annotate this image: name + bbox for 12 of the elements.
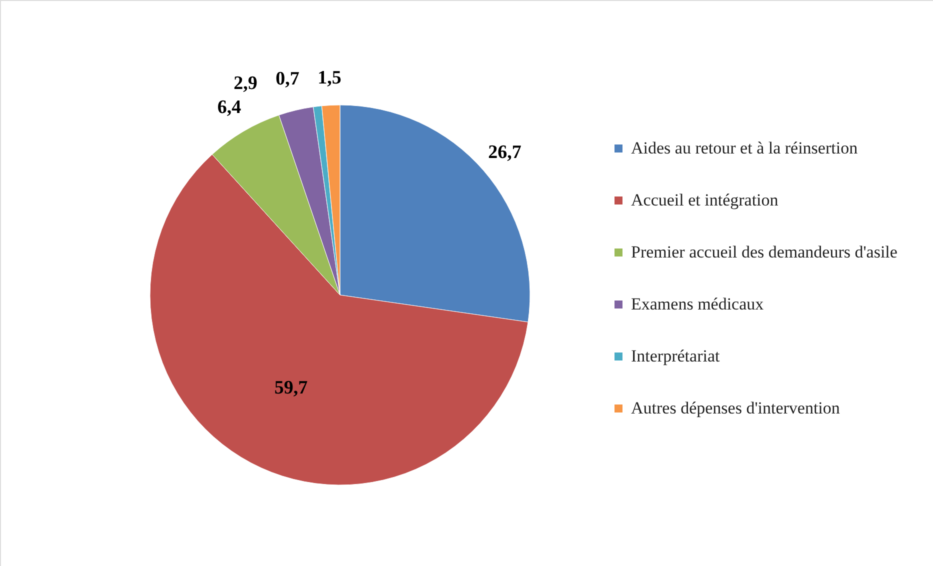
legend-label: Premier accueil des demandeurs d'asile bbox=[631, 242, 898, 262]
data-label: 0,7 bbox=[276, 68, 300, 90]
data-label: 26,7 bbox=[488, 142, 522, 164]
data-label: 2,9 bbox=[234, 72, 258, 94]
legend-label: Interprétariat bbox=[631, 346, 720, 366]
data-label: 59,7 bbox=[274, 377, 308, 398]
data-label: 6,4 bbox=[217, 97, 242, 118]
legend-label: Examens médicaux bbox=[631, 294, 764, 314]
data-label: 1,5 bbox=[318, 67, 342, 88]
legend-label: Accueil et intégration bbox=[631, 190, 779, 210]
legend-label: Autres dépenses d'intervention bbox=[631, 398, 840, 418]
legend-label: Aides au retour et à la réinsertion bbox=[631, 138, 858, 158]
